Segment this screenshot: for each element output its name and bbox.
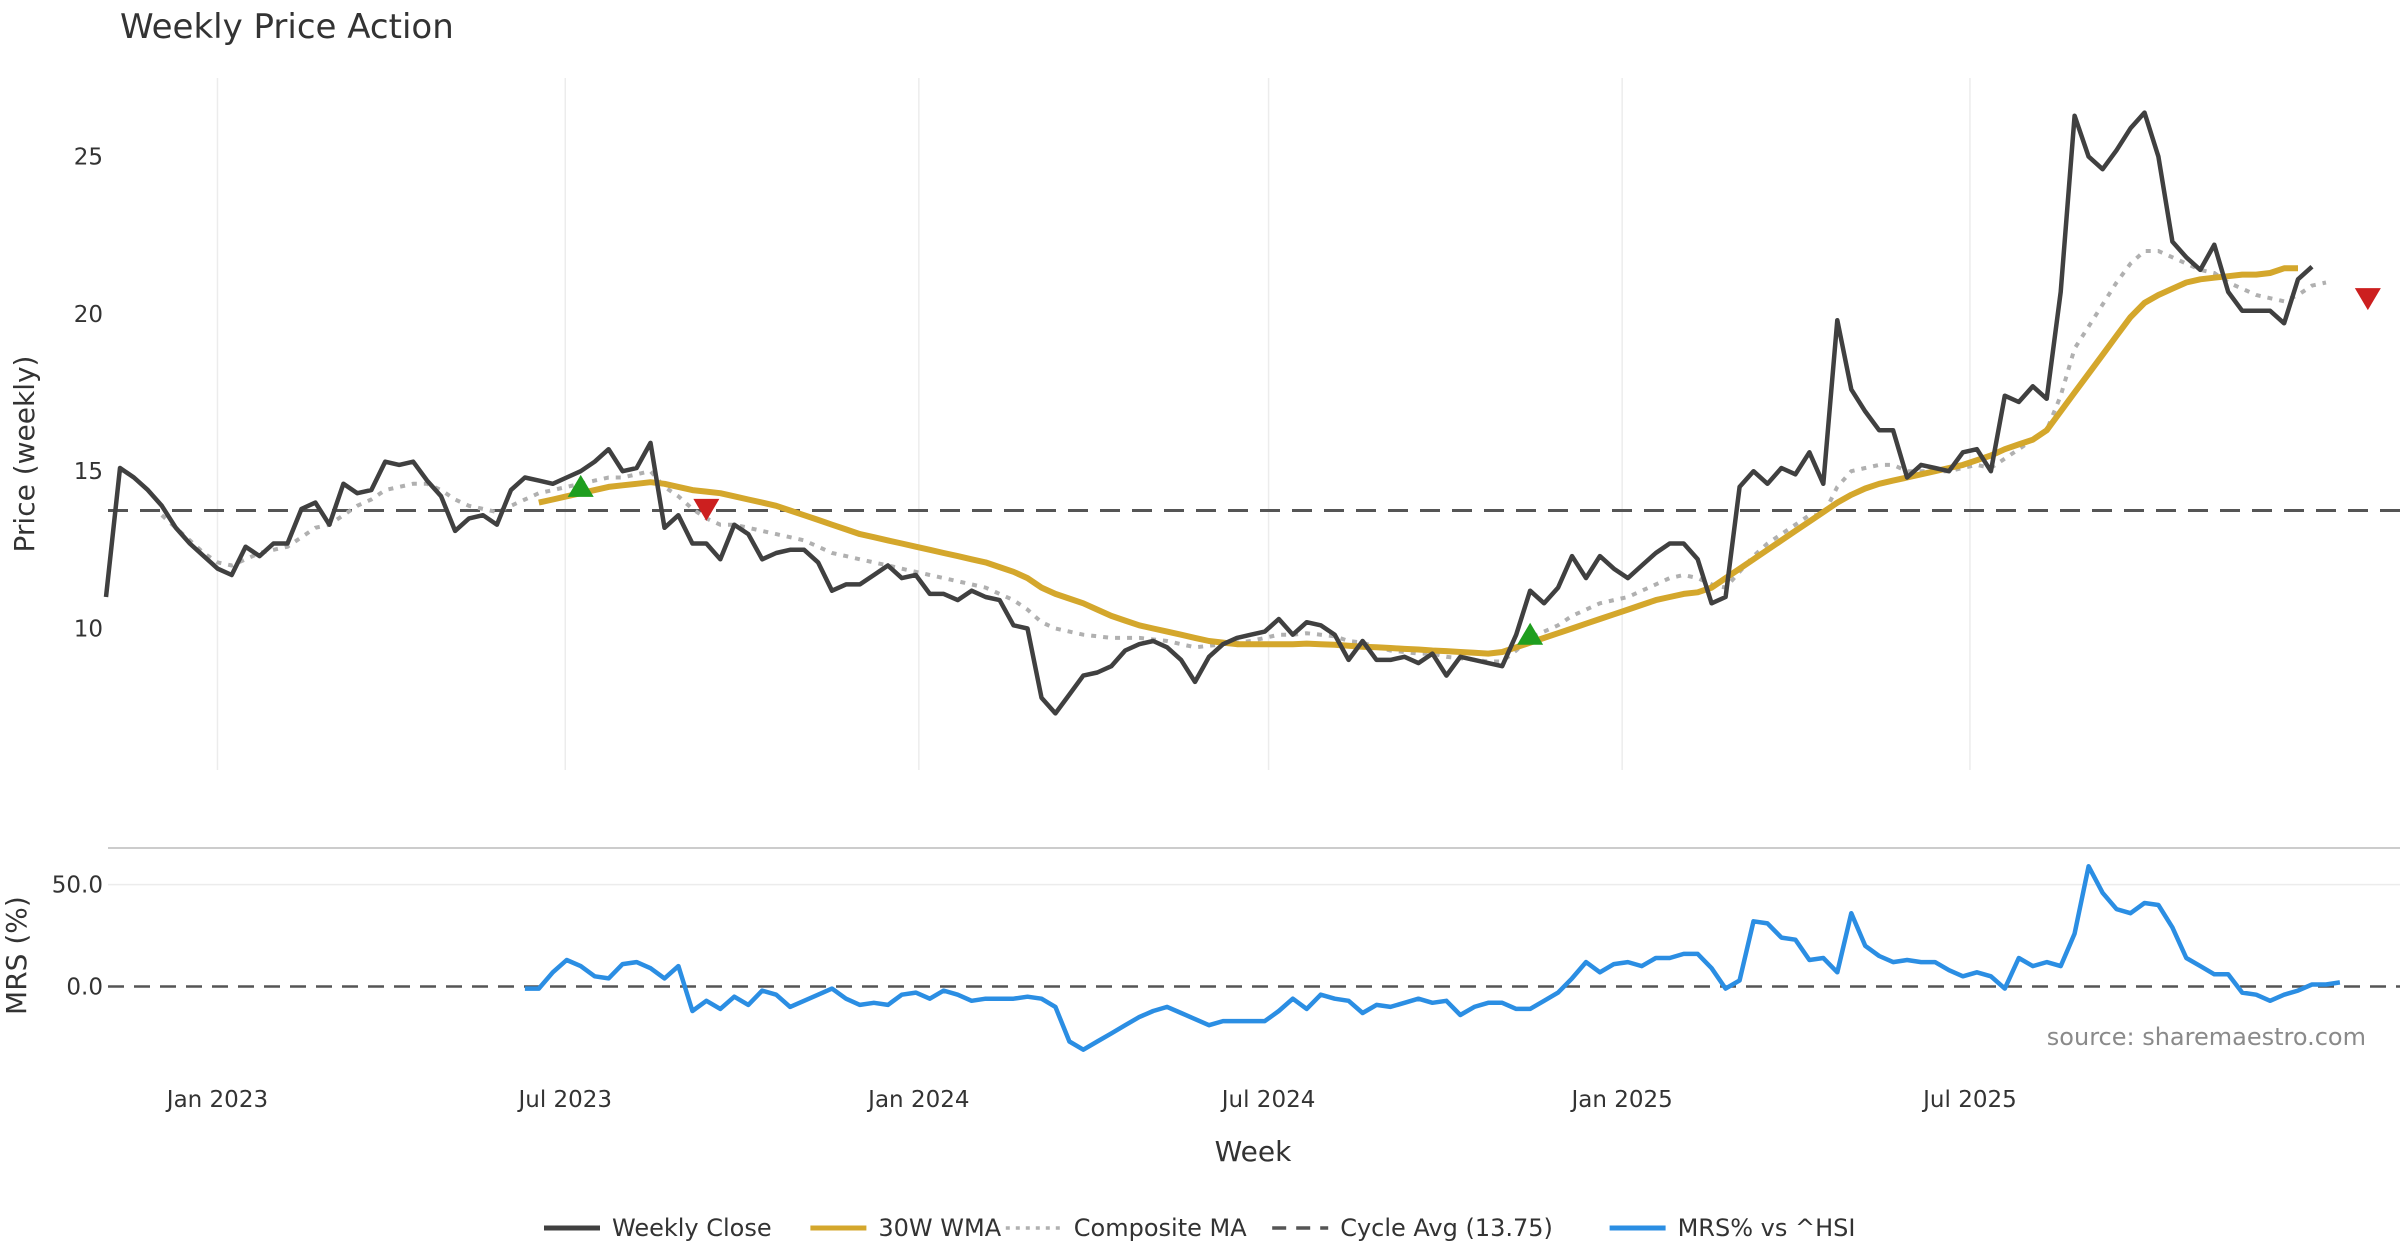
source-note: source: sharemaestro.com xyxy=(2047,1023,2366,1051)
price-y-tick-label: 25 xyxy=(74,145,103,171)
sell-signal-marker xyxy=(2354,288,2381,311)
composite-ma-series xyxy=(160,249,2327,664)
legend-label: Composite MA xyxy=(1074,1214,1247,1242)
price-y-ticks: 10 15 20 25 xyxy=(74,145,103,643)
x-tick-label: Jul 2023 xyxy=(516,1087,612,1113)
x-tick-label: Jul 2024 xyxy=(1220,1087,1316,1113)
mrs-y-tick-label: 0.0 xyxy=(66,975,103,1001)
price-y-tick-label: 20 xyxy=(74,302,103,328)
price-y-axis-label: Price (weekly) xyxy=(8,356,41,553)
legend-label: Weekly Close xyxy=(612,1214,772,1242)
x-tick-label: Jul 2025 xyxy=(1921,1087,2017,1113)
x-tick-label: Jan 2025 xyxy=(1569,1087,1672,1113)
x-axis-label: Week xyxy=(1215,1135,1292,1168)
chart-title: Weekly Price Action xyxy=(120,7,454,47)
price-y-tick-label: 10 xyxy=(74,616,103,642)
mrs-y-ticks: 0.0 50.0 xyxy=(52,873,103,1001)
mrs-y-tick-label: 50.0 xyxy=(52,873,103,899)
price-y-tick-label: 15 xyxy=(74,459,103,485)
signal-markers xyxy=(567,288,2381,645)
price-gridlines xyxy=(216,78,1971,770)
buy-signal-marker xyxy=(1517,622,1544,645)
mrs-y-axis-label: MRS (%) xyxy=(0,896,33,1015)
legend-label: 30W WMA xyxy=(878,1214,1001,1242)
x-tick-label: Jan 2023 xyxy=(165,1087,268,1113)
legend: Weekly Close 30W WMA Composite MA Cycle Avg… xyxy=(544,1214,1855,1242)
x-ticks: Jan 2023 Jul 2023 Jan 2024 Jul 2024 Jan 2025… xyxy=(165,1087,2017,1113)
mrs-series xyxy=(524,864,2341,1052)
x-tick-label: Jan 2024 xyxy=(866,1087,969,1113)
weekly-close-series xyxy=(103,110,2314,716)
buy-signal-marker xyxy=(567,474,594,497)
legend-label: MRS% vs ^HSI xyxy=(1678,1214,1856,1242)
sell-signal-marker xyxy=(693,498,720,521)
wma-30w-series xyxy=(538,265,2298,657)
legend-label: Cycle Avg (13.75) xyxy=(1340,1214,1553,1242)
